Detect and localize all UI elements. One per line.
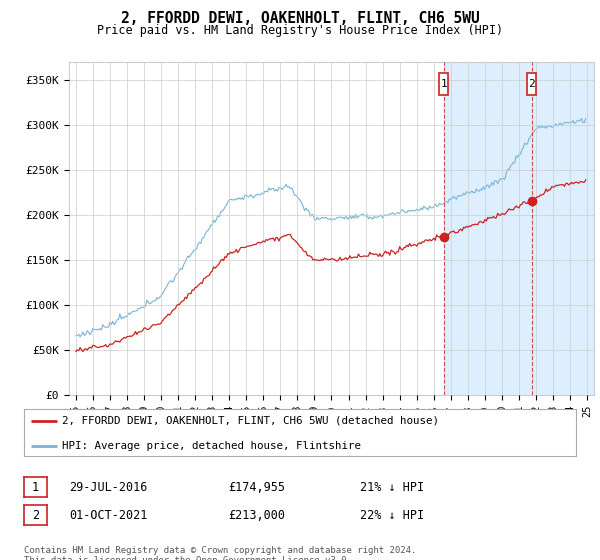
Text: 01-OCT-2021: 01-OCT-2021 xyxy=(69,508,148,522)
Text: 2: 2 xyxy=(529,79,535,89)
Text: 2, FFORDD DEWI, OAKENHOLT, FLINT, CH6 5WU (detached house): 2, FFORDD DEWI, OAKENHOLT, FLINT, CH6 5W… xyxy=(62,416,439,426)
Text: 22% ↓ HPI: 22% ↓ HPI xyxy=(360,508,424,522)
Text: 29-JUL-2016: 29-JUL-2016 xyxy=(69,480,148,494)
Text: Price paid vs. HM Land Registry's House Price Index (HPI): Price paid vs. HM Land Registry's House … xyxy=(97,24,503,36)
Text: £174,955: £174,955 xyxy=(228,480,285,494)
Text: 2, FFORDD DEWI, OAKENHOLT, FLINT, CH6 5WU: 2, FFORDD DEWI, OAKENHOLT, FLINT, CH6 5W… xyxy=(121,11,479,26)
Bar xyxy=(439,73,448,95)
Text: 2: 2 xyxy=(32,508,39,522)
Text: 21% ↓ HPI: 21% ↓ HPI xyxy=(360,480,424,494)
Text: £213,000: £213,000 xyxy=(228,508,285,522)
Bar xyxy=(527,73,536,95)
Text: 1: 1 xyxy=(440,79,447,89)
Text: HPI: Average price, detached house, Flintshire: HPI: Average price, detached house, Flin… xyxy=(62,441,361,451)
Text: 1: 1 xyxy=(32,480,39,494)
Text: Contains HM Land Registry data © Crown copyright and database right 2024.
This d: Contains HM Land Registry data © Crown c… xyxy=(24,546,416,560)
Bar xyxy=(443,62,596,395)
